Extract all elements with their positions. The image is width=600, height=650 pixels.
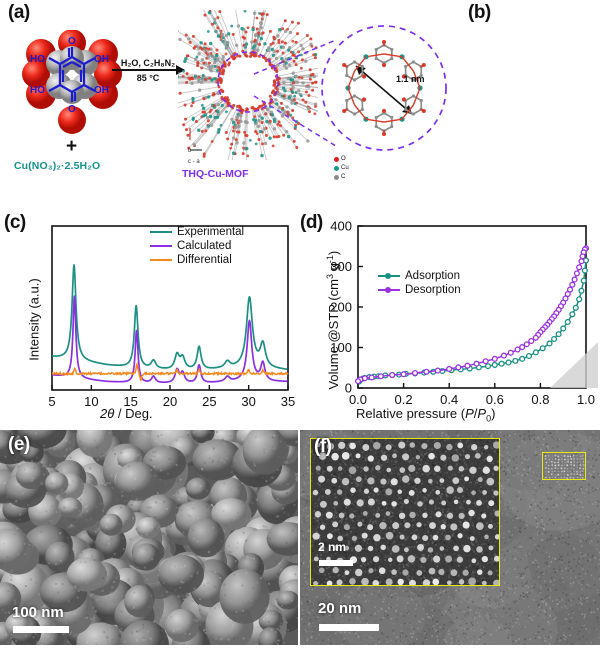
molecule-label-o-bottom: O: [68, 104, 76, 115]
panel-b-label: (b): [468, 2, 491, 24]
tem-inset-scale-text: 2 nm: [318, 540, 346, 554]
isotherm-legend-item-desorption: Desorption: [378, 284, 461, 296]
svg-text:0.8: 0.8: [531, 392, 549, 407]
xrd-legend-item-differential: Differential: [150, 254, 244, 266]
legend-swatch-adsorption: [378, 272, 400, 280]
callout-connector-lines: [250, 30, 342, 160]
isotherm-legend: Adsorption Desorption: [378, 270, 461, 298]
copper-dot-icon: [334, 166, 339, 171]
svg-text:10: 10: [84, 394, 98, 409]
svg-text:25: 25: [202, 394, 216, 409]
crystal-axis-indicator: b c - a: [188, 148, 200, 166]
legend-label-experimental: Experimental: [177, 226, 244, 238]
xrd-legend-item-calculated: Calculated: [150, 240, 244, 252]
copper-precursor-label: Cu(NO₃)₂·2.5H₂O: [14, 160, 100, 172]
panel-c-label: (c): [4, 212, 26, 234]
svg-text:5: 5: [48, 394, 55, 409]
atom-key-row-c: C: [334, 173, 349, 182]
mof-product-label: THQ-Cu-MOF: [182, 168, 248, 180]
panel-d-label: (d): [300, 212, 323, 234]
legend-swatch-calculated: [150, 245, 172, 248]
panel-b-layer-stacking: (b) 3.2 Å: [460, 0, 600, 212]
panel-e-sem-image: (e) 100 nm: [0, 430, 298, 645]
plus-sign: +: [66, 136, 77, 158]
xrd-xlabel-unit: / Deg.: [118, 406, 153, 421]
reaction-conditions-bottom: 85 °C: [112, 73, 184, 83]
xrd-xlabel: 2θ / Deg.: [100, 406, 153, 421]
svg-text:1.0: 1.0: [577, 392, 595, 407]
molecule-label-ho-top: HO: [30, 54, 45, 65]
legend-swatch-desorption: [378, 286, 400, 294]
atom-key-row-cu: Cu: [334, 164, 349, 173]
legend-label-differential: Differential: [177, 254, 232, 266]
molecule-label-oh-bottom: OH: [94, 85, 109, 96]
sem-scale-bar: [13, 626, 69, 633]
legend-label-calculated: Calculated: [177, 240, 231, 252]
xrd-legend-item-experimental: Experimental: [150, 226, 244, 238]
xrd-ylabel: Intensity (a.u.): [27, 250, 42, 390]
svg-text:0: 0: [345, 381, 352, 396]
legend-swatch-experimental: [150, 231, 172, 234]
isotherm-ylabel: Volume @STP (cm3 g-1): [325, 230, 341, 410]
tem-scale-bar: [319, 624, 379, 631]
pore-size-label: 1.1 nm: [396, 74, 425, 84]
molecule-label-o-top: O: [68, 36, 76, 47]
molecule-label-oh-top: OH: [94, 54, 109, 65]
svg-text:0.6: 0.6: [486, 392, 504, 407]
svg-text:20: 20: [163, 394, 177, 409]
isotherm-legend-item-adsorption: Adsorption: [378, 270, 461, 282]
molecule-label-ho-bottom: HO: [30, 85, 45, 96]
panel-a-label: (a): [8, 2, 30, 24]
tem-roi-box: [542, 452, 586, 480]
legend-swatch-differential: [150, 259, 172, 262]
svg-text:0.2: 0.2: [395, 392, 413, 407]
panel-a-synthesis-scheme: (a): [0, 0, 460, 212]
atom-key-label-cu: Cu: [341, 164, 349, 173]
svg-text:30: 30: [241, 394, 255, 409]
panel-f-tem-image: (f) 2 nm 20 nm: [300, 430, 600, 645]
reaction-arrow: H₂O, C₂H₈N₂ 85 °C: [112, 58, 184, 83]
axis-label-ca: c - a: [188, 159, 200, 165]
legend-label-desorption: Desorption: [405, 284, 461, 296]
carbon-dot-icon: [334, 175, 339, 180]
xrd-legend: Experimental Calculated Differential: [150, 226, 244, 268]
legend-label-adsorption: Adsorption: [405, 270, 460, 282]
svg-text:0.4: 0.4: [440, 392, 458, 407]
tem-inset-scale-bar: [319, 560, 353, 566]
arrow-shaft: [112, 69, 184, 71]
svg-text:35: 35: [281, 394, 295, 409]
tem-scale-text: 20 nm: [318, 600, 361, 617]
panel-e-label: (e): [8, 434, 30, 456]
atom-key-label-c: C: [341, 173, 345, 182]
reaction-conditions-top: H₂O, C₂H₈N₂: [112, 58, 184, 68]
isotherm-xlabel: Relative pressure (P/P0): [356, 406, 495, 424]
panel-f-label: (f): [314, 436, 331, 458]
sem-scale-text: 100 nm: [12, 604, 64, 621]
